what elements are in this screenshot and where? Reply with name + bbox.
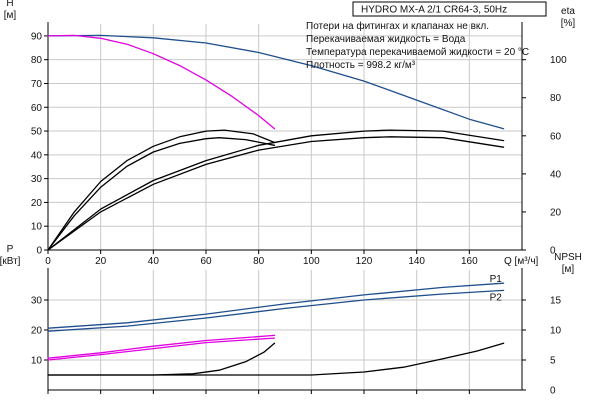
upper-series-black-3 bbox=[47, 129, 276, 251]
upper-left-tick-label: 70 bbox=[31, 79, 43, 90]
x-tick-label: 80 bbox=[253, 256, 265, 267]
upper-left-tick-label: 60 bbox=[31, 103, 43, 114]
note-density: Плотность = 998.2 кг/м³ bbox=[306, 60, 416, 71]
x-tick-label: 40 bbox=[148, 256, 160, 267]
upper-right-tick-label: 80 bbox=[550, 93, 562, 104]
upper-series-magenta-1 bbox=[47, 34, 276, 130]
lower-right-axis-unit: [м] bbox=[562, 264, 575, 275]
x-tick-label: 160 bbox=[461, 256, 478, 267]
text-layer: 0 20 40 60 80 100 120 140 160 Q [м³/ч]01020304050… bbox=[0, 0, 582, 397]
upper-right-tick-label: 0 bbox=[550, 246, 556, 257]
lower-left-axis-unit: [кВт] bbox=[0, 256, 21, 267]
upper-right-tick-label: 40 bbox=[550, 169, 562, 180]
x-tick-label: 20 bbox=[95, 256, 107, 267]
lower-right-tick-label: 5 bbox=[550, 356, 556, 367]
upper-left-tick-label: 50 bbox=[31, 127, 43, 138]
upper-right-tick-label: 20 bbox=[550, 207, 562, 218]
upper-left-tick-label: 40 bbox=[31, 150, 43, 161]
upper-series-blue-0 bbox=[47, 34, 505, 130]
lower-left-axis-label: P bbox=[7, 244, 14, 255]
upper-series-black-5 bbox=[47, 129, 505, 251]
lower-series-p1 bbox=[47, 282, 505, 329]
upper-left-tick-label: 30 bbox=[31, 174, 43, 185]
upper-left-axis-unit: [м] bbox=[4, 10, 17, 21]
upper-right-tick-label: 100 bbox=[550, 55, 567, 66]
lower-series-magenta-2 bbox=[47, 334, 276, 359]
note-liquid: Перекачиваемая жидкость = Вода bbox=[306, 34, 466, 45]
note-temperature: Температура перекачиваемой жидкости = 20… bbox=[306, 47, 529, 58]
lower-series-magenta-3 bbox=[47, 337, 276, 361]
lower-left-tick-label: 30 bbox=[31, 296, 43, 307]
upper-right-axis-label: eta bbox=[561, 6, 575, 17]
lower-right-tick-label: 0 bbox=[550, 386, 556, 397]
x-tick-label: 140 bbox=[408, 256, 425, 267]
model-box bbox=[352, 1, 547, 17]
upper-right-axis-unit: [%] bbox=[561, 18, 576, 29]
upper-left-tick-label: 80 bbox=[31, 55, 43, 66]
lower-left-tick-label: 20 bbox=[31, 326, 43, 337]
x-tick-label: 60 bbox=[200, 256, 212, 267]
lower-left-tick-label: 10 bbox=[31, 356, 43, 367]
x-tick-label: 0 bbox=[45, 256, 51, 267]
upper-series-black-4 bbox=[47, 136, 505, 251]
x-tick-label: 100 bbox=[303, 256, 320, 267]
upper-left-axis-label: H bbox=[6, 0, 13, 9]
lower-right-axis-label: NPSH bbox=[554, 252, 582, 263]
x-tick-label: 120 bbox=[356, 256, 373, 267]
axes-layer bbox=[44, 22, 526, 394]
x-axis-unit: Q [м³/ч] bbox=[504, 256, 539, 267]
lower-right-tick-label: 15 bbox=[550, 296, 562, 307]
lower-right-tick-label: 10 bbox=[550, 326, 562, 337]
upper-left-tick-label: 20 bbox=[31, 198, 43, 209]
model-title: HYDRO MX-A 2/1 CR64-3, 50Hz bbox=[361, 5, 507, 16]
lower-series-black-5 bbox=[47, 342, 505, 376]
upper-left-tick-label: 0 bbox=[36, 246, 42, 257]
series-layer bbox=[47, 34, 505, 376]
lower-series-p2 bbox=[47, 289, 505, 332]
grid-layer bbox=[48, 24, 522, 390]
upper-series-black-2 bbox=[47, 137, 276, 251]
note-fittings: Потери на фитингах и клапанах не вкл. bbox=[306, 20, 489, 32]
upper-left-tick-label: 90 bbox=[31, 31, 43, 42]
upper-left-tick-label: 10 bbox=[31, 222, 43, 233]
series-label-p1: P1 bbox=[490, 274, 503, 285]
series-label-p2: P2 bbox=[490, 292, 503, 303]
upper-right-tick-label: 60 bbox=[550, 131, 562, 142]
